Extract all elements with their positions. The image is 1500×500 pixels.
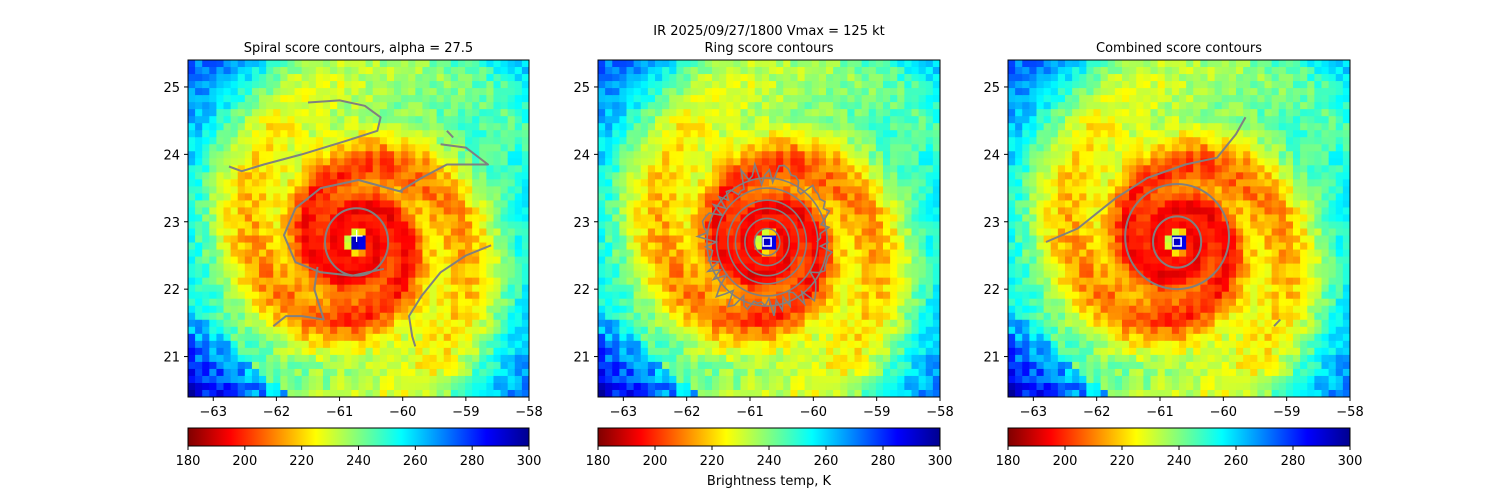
colorbar-tick-label: 220 [700, 454, 725, 469]
axes-frame [597, 59, 941, 398]
y-tick-label: 22 [983, 283, 1000, 298]
heatmap [1008, 60, 1350, 397]
axes-frame [187, 59, 530, 398]
contour-ring [727, 199, 808, 285]
contour-ring [1152, 215, 1203, 269]
colorbar-tick-label: 240 [757, 454, 782, 469]
y-tick-label: 25 [983, 81, 1000, 96]
contour-line [446, 130, 454, 139]
x-tick-label: −60 [1210, 405, 1237, 420]
y-tick-label: 24 [573, 148, 590, 163]
x-tick-label: −58 [515, 405, 542, 420]
x-tick-label: −63 [200, 405, 227, 420]
colorbar-tick-label: 180 [586, 454, 611, 469]
colorbar-tick-label: 220 [289, 454, 314, 469]
x-tick-label: −62 [263, 405, 290, 420]
axes-frame [1007, 59, 1351, 398]
colorbar-tick-label: 200 [232, 454, 257, 469]
contour-line [695, 161, 834, 317]
x-tick-label: −58 [1336, 405, 1363, 420]
y-tick-label: 24 [163, 148, 180, 163]
x-tick-label: −62 [673, 405, 700, 420]
colorbar-tick-label: 180 [996, 454, 1021, 469]
y-tick-label: 22 [573, 283, 590, 298]
center-marker [350, 229, 363, 242]
y-tick-label: 24 [983, 148, 1000, 163]
y-tick-label: 23 [983, 216, 1000, 231]
x-tick-label: −61 [1146, 405, 1173, 420]
colorbar-tick-label: 300 [928, 454, 953, 469]
panel-title: Ring score contours [704, 41, 833, 56]
y-tick-label: 22 [163, 283, 180, 298]
colorbar-tick-label: 260 [403, 454, 428, 469]
x-tick-label: −59 [1273, 405, 1300, 420]
panel-1: Spiral score contours, alpha = 27.5 −63 −6… [163, 41, 542, 420]
colorbar-tick-label: 260 [814, 454, 839, 469]
x-tick-label: −63 [610, 405, 637, 420]
panel-3: Combined score contours −63 −62 −61 −60 −59 −5… [983, 41, 1363, 420]
suptitle: IR 2025/09/27/1800 Vmax = 125 kt [653, 24, 884, 39]
contour-line [228, 99, 382, 173]
center-marker [762, 237, 772, 247]
center-marker [1172, 237, 1182, 247]
y-tick-label: 25 [573, 81, 590, 96]
colorbar-tick-label: 300 [1338, 454, 1363, 469]
x-tick-label: −62 [1083, 405, 1110, 420]
colorbar-1: 180 200 220 240 260 280 300 [176, 427, 542, 469]
panel-title: Combined score contours [1096, 41, 1262, 56]
colorbar-tick-label: 240 [346, 454, 371, 469]
x-tick-label: −61 [326, 405, 353, 420]
contour-ring [744, 217, 791, 267]
colorbar-label: Brightness temp, K [707, 474, 832, 489]
colorbar-2: 180 200 220 240 260 280 300 [586, 427, 953, 469]
panel-title: Spiral score contours, alpha = 27.5 [244, 41, 473, 56]
colorbar-3: 180 200 220 240 260 280 300 [996, 427, 1363, 469]
x-tick-label: −63 [1020, 405, 1047, 420]
contour-line [1045, 116, 1247, 243]
y-tick-label: 23 [573, 216, 590, 231]
y-tick-label: 21 [983, 351, 1000, 366]
y-tick-label: 25 [163, 81, 180, 96]
contour-line [272, 266, 325, 327]
y-tick-label: 21 [163, 351, 180, 366]
contour-line [283, 179, 403, 277]
x-tick-label: −59 [863, 405, 890, 420]
colorbar-tick-label: 200 [1053, 454, 1078, 469]
colorbar-tick-label: 280 [871, 454, 896, 469]
y-tick-label: 23 [163, 216, 180, 231]
colorbar-tick-label: 180 [176, 454, 201, 469]
x-tick-label: −60 [389, 405, 416, 420]
contour-ring [753, 227, 781, 257]
y-tick-label: 21 [573, 351, 590, 366]
x-tick-label: −61 [736, 405, 763, 420]
contours [1045, 116, 1282, 327]
contours [695, 161, 834, 317]
colorbar-tick-label: 300 [517, 454, 542, 469]
colorbar-tick-label: 200 [643, 454, 668, 469]
colorbar-tick-label: 220 [1110, 454, 1135, 469]
contour-ring [324, 207, 390, 277]
contour-line [1273, 318, 1282, 327]
contour-ring [734, 207, 800, 277]
heatmap [188, 60, 529, 397]
x-tick-label: −60 [800, 405, 827, 420]
contour-line [398, 143, 489, 193]
x-tick-label: −59 [452, 405, 479, 420]
colorbar-tick-label: 260 [1224, 454, 1249, 469]
colorbar-tick-label: 280 [1281, 454, 1306, 469]
x-tick-label: −58 [926, 405, 953, 420]
colorbar-tick-label: 240 [1167, 454, 1192, 469]
panel-2: Ring score contours −63 −62 −61 −60 −59 −58 21 2… [573, 41, 953, 420]
contour-ring [1124, 183, 1231, 291]
contours [228, 99, 492, 347]
colorbar-tick-label: 280 [460, 454, 485, 469]
contour-line [408, 244, 492, 347]
